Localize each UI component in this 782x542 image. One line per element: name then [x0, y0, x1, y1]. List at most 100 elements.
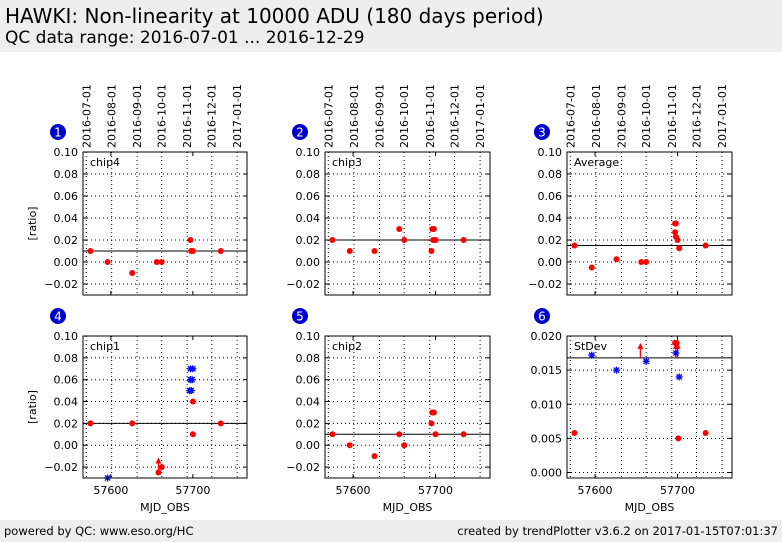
- date-tick-label: 2016-07-01: [80, 84, 93, 148]
- outlier-point: [187, 387, 195, 395]
- x-tick-label: 57600: [336, 484, 371, 497]
- data-point: [571, 429, 578, 436]
- data-point: [217, 420, 224, 427]
- plot-frame: [324, 151, 491, 296]
- data-point: [104, 259, 111, 265]
- x-axis-label: MJD_OBS: [625, 501, 675, 514]
- data-point: [371, 248, 378, 254]
- x-tick-label: 57700: [660, 484, 695, 497]
- plot-frame: [566, 151, 733, 296]
- panel-number-badge: [292, 124, 308, 140]
- y-tick-label: 0.010: [531, 398, 563, 411]
- footer-created-by: created by trendPlotter v3.6.2 on 2017-0…: [457, 524, 778, 538]
- x-axis-label: MJD_OBS: [383, 501, 433, 514]
- x-axis-label: MJD_OBS: [140, 501, 190, 514]
- y-tick-label: 0.015: [531, 364, 563, 377]
- data-point: [675, 435, 682, 442]
- panel-4: −0.02 0.00 0.02 0.04 0.06 0.08 0.10 57600 57700 c…: [26, 308, 248, 514]
- data-point: [129, 270, 136, 276]
- y-tick-label: 0.04: [296, 212, 321, 225]
- date-tick-label: 2016-11-01: [666, 84, 679, 148]
- y-tick-label: 0.08: [296, 168, 321, 181]
- data-point: [674, 237, 681, 243]
- data-point: [187, 237, 194, 243]
- arrow-head: [674, 342, 681, 349]
- y-tick-label: 0.06: [538, 190, 563, 203]
- panel-number: 6: [538, 310, 546, 324]
- data-point: [153, 259, 160, 265]
- arrow-marker: [637, 342, 644, 358]
- y-tick-label: 0.02: [54, 417, 79, 430]
- panel-number: 3: [538, 126, 546, 140]
- y-tick-label: 0.00: [296, 256, 321, 269]
- x-tick-label: 57600: [578, 484, 613, 497]
- y-tick-label: 0.00: [54, 439, 79, 452]
- data-point: [432, 237, 439, 243]
- data-point: [329, 237, 336, 243]
- panel-number-badge: [292, 308, 308, 324]
- arrow-head: [637, 342, 644, 349]
- panel-number: 2: [296, 126, 304, 140]
- panel-label: chip4: [90, 156, 120, 169]
- y-tick-label: −0.02: [44, 461, 78, 474]
- date-tick-label: 2016-12-01: [449, 84, 462, 148]
- y-tick-label: 0.08: [54, 168, 79, 181]
- outlier-point: [189, 365, 197, 373]
- date-tick-label: 2016-07-01: [564, 84, 577, 148]
- panel-label: chip2: [332, 340, 362, 353]
- x-tick-label: 57600: [93, 484, 128, 497]
- y-tick-label: 0.06: [54, 190, 79, 203]
- panel-6: 0.000 0.005 0.010 0.015 0.020 57600 57700 StDev…: [531, 308, 733, 514]
- data-point: [396, 226, 403, 232]
- panel-label: Average: [574, 156, 619, 169]
- y-tick-label: 0.10: [296, 146, 321, 159]
- data-point: [430, 409, 437, 416]
- data-point: [346, 248, 353, 254]
- y-tick-label: 0.08: [296, 352, 321, 365]
- panel-label: chip3: [332, 156, 362, 169]
- data-point: [189, 248, 196, 254]
- y-tick-label: −0.02: [44, 278, 78, 291]
- date-tick-label: 2016-12-01: [206, 84, 219, 148]
- data-point: [329, 431, 336, 438]
- y-axis-label: [ratio]: [26, 207, 39, 241]
- date-tick-label: 2016-08-01: [590, 84, 603, 148]
- outlier-point: [642, 357, 650, 365]
- y-tick-label: 0.02: [296, 234, 321, 247]
- y-tick-label: 0.04: [54, 396, 79, 409]
- y-tick-label: 0.08: [538, 168, 563, 181]
- date-tick-label: 2017-01-01: [231, 84, 244, 148]
- plot-frame: [324, 335, 491, 479]
- data-point: [87, 248, 94, 254]
- y-tick-label: −0.02: [528, 278, 562, 291]
- data-point: [460, 237, 467, 243]
- date-tick-label: 2016-10-01: [640, 84, 653, 148]
- data-point: [428, 248, 435, 254]
- data-point: [87, 420, 94, 427]
- page-title: HAWKI: Non-linearity at 10000 ADU (180 d…: [5, 4, 544, 28]
- y-tick-label: 0.00: [538, 256, 563, 269]
- data-point: [702, 429, 709, 436]
- y-tick-label: 0.00: [54, 256, 79, 269]
- date-tick-label: 2016-09-01: [615, 84, 628, 148]
- date-tick-label: 2016-10-01: [156, 84, 169, 148]
- y-tick-label: 0.000: [531, 467, 563, 480]
- panel-5: −0.02 0.00 0.02 0.04 0.06 0.08 0.10 57600 57700 c…: [286, 308, 491, 514]
- outlier-point: [672, 349, 680, 357]
- date-tick-label: 2016-09-01: [373, 84, 386, 148]
- data-point: [672, 220, 679, 227]
- y-tick-label: 0.00: [296, 439, 321, 452]
- panel-number-badge: [534, 124, 550, 140]
- y-axis-label: [ratio]: [26, 390, 39, 424]
- date-tick-label: 2017-01-01: [716, 84, 729, 148]
- date-tick-label: 2017-01-01: [474, 84, 487, 148]
- y-tick-label: 0.04: [296, 396, 321, 409]
- plot-frame: [82, 151, 248, 296]
- data-point: [613, 256, 620, 263]
- y-tick-label: −0.02: [286, 278, 320, 291]
- footer-powered-by: powered by QC: www.eso.org/HC: [4, 524, 194, 538]
- data-point: [396, 431, 403, 438]
- data-point: [401, 237, 408, 243]
